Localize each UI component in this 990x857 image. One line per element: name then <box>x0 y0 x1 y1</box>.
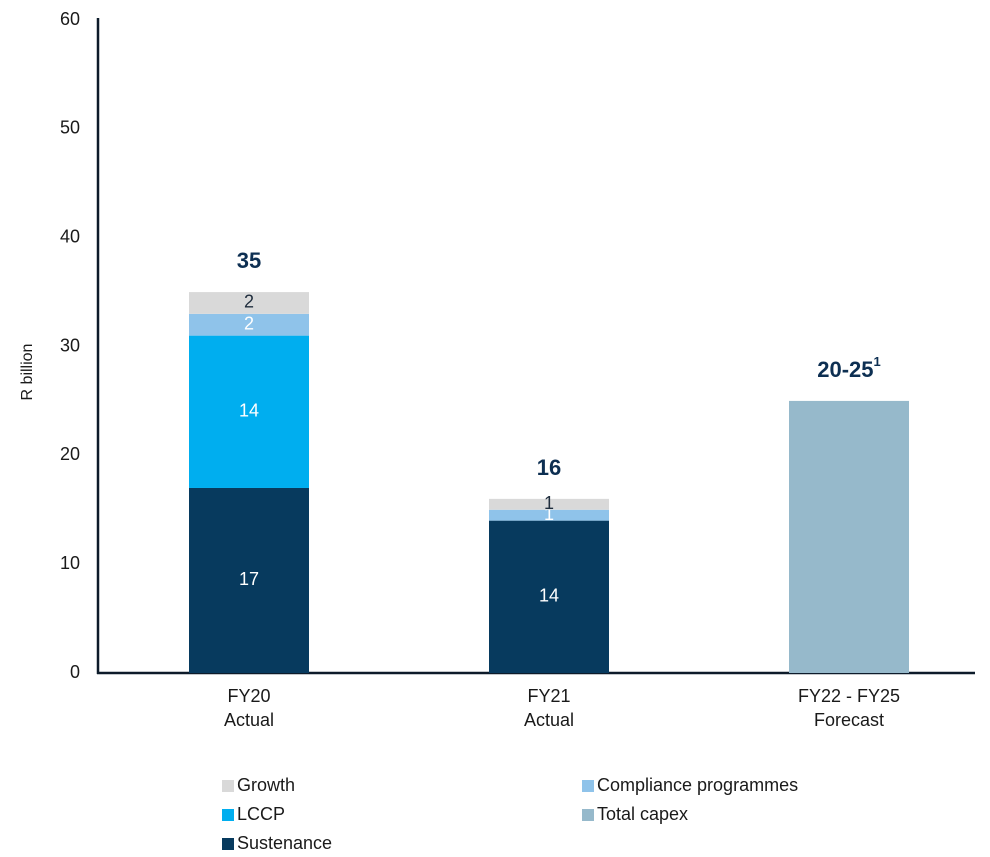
total-label: 16 <box>537 455 561 480</box>
total-value: 20-25 <box>817 357 873 382</box>
bar-segment <box>489 520 609 673</box>
footnote-marker: 1 <box>874 354 881 369</box>
data-label: 2 <box>244 292 254 312</box>
legend-label: Total capex <box>597 804 688 824</box>
y-tick-label: 40 <box>60 226 80 246</box>
legend-swatch <box>582 809 594 821</box>
data-label: 1 <box>544 493 554 513</box>
y-tick-label: 60 <box>60 9 80 29</box>
bar-segment <box>189 487 309 673</box>
x-tick-label: Actual <box>524 710 574 730</box>
legend-label: Sustenance <box>237 833 332 853</box>
bar-segment <box>789 400 909 673</box>
bar-segment <box>189 292 309 314</box>
data-label: 2 <box>244 313 254 333</box>
data-label: 14 <box>539 586 559 606</box>
x-tick-label: Forecast <box>814 710 884 730</box>
bar-segment <box>489 498 609 510</box>
x-tick-label: FY20 <box>227 686 270 706</box>
y-tick-label: 50 <box>60 118 80 138</box>
x-tick-label: FY21 <box>527 686 570 706</box>
total-label: 35 <box>237 248 261 273</box>
total-value: 16 <box>537 455 561 480</box>
y-tick-label: 10 <box>60 553 80 573</box>
legend-label: LCCP <box>237 804 285 824</box>
legend-label: Growth <box>237 775 295 795</box>
legend-label: Compliance programmes <box>597 775 798 795</box>
x-tick-label: Actual <box>224 710 274 730</box>
total-value: 35 <box>237 248 261 273</box>
legend-swatch <box>582 780 594 792</box>
y-tick-label: 30 <box>60 335 80 355</box>
data-label: 14 <box>239 401 259 421</box>
y-tick-label: 0 <box>70 662 80 682</box>
y-tick-label: 20 <box>60 444 80 464</box>
bar-segment <box>189 313 309 336</box>
x-tick-label: FY22 - FY25 <box>798 686 900 706</box>
y-axis-label: R billion <box>19 344 36 401</box>
data-label: 1 <box>544 504 554 524</box>
legend-swatch <box>222 838 234 850</box>
data-label: 17 <box>239 569 259 589</box>
legend-swatch <box>222 780 234 792</box>
total-label: 20-251 <box>817 354 881 381</box>
legend-swatch <box>222 809 234 821</box>
bar-segment <box>489 509 609 521</box>
bar-segment <box>189 335 309 488</box>
